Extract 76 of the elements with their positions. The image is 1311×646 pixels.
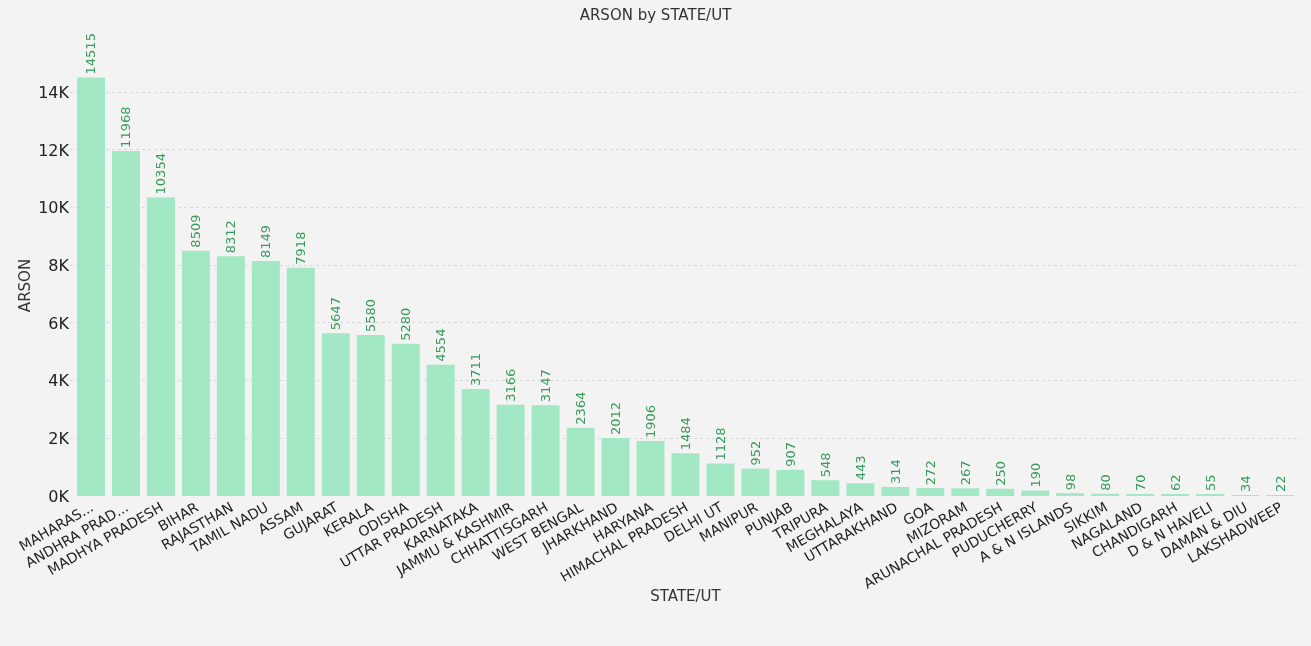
data-label: 3147 <box>538 369 554 403</box>
bar <box>881 486 910 496</box>
data-label: 10354 <box>153 153 169 195</box>
y-tick-label: 0K <box>48 486 70 506</box>
data-label: 267 <box>957 460 973 486</box>
data-label: 3166 <box>503 368 519 402</box>
bar <box>251 261 280 496</box>
data-label: 98 <box>1062 473 1078 491</box>
data-label: 22 <box>1272 475 1288 492</box>
data-label: 5280 <box>398 307 414 341</box>
bar <box>776 469 805 496</box>
data-label: 190 <box>1027 462 1043 488</box>
bar <box>181 250 210 496</box>
bar <box>986 488 1015 496</box>
bar <box>531 405 560 496</box>
bar <box>846 483 875 496</box>
data-label: 4554 <box>433 328 449 362</box>
bar <box>951 488 980 496</box>
bar <box>391 343 420 496</box>
data-label: 250 <box>992 460 1008 486</box>
data-label: 5647 <box>328 297 344 331</box>
data-label: 55 <box>1202 474 1218 491</box>
bar <box>1021 490 1050 496</box>
data-label: 1128 <box>712 427 728 461</box>
y-tick-label: 4K <box>48 371 70 391</box>
data-label: 5580 <box>363 299 379 333</box>
data-label: 2012 <box>608 401 624 435</box>
bar <box>286 267 315 496</box>
data-label: 11968 <box>118 106 134 148</box>
data-label: 34 <box>1237 475 1253 492</box>
data-label: 952 <box>747 440 763 466</box>
bar <box>146 197 175 496</box>
bar <box>216 256 245 496</box>
bar <box>426 364 455 496</box>
data-label: 272 <box>922 460 938 486</box>
data-label: 548 <box>817 452 833 478</box>
bar <box>741 468 770 496</box>
bar <box>706 463 735 496</box>
data-label: 8149 <box>258 224 274 259</box>
bar <box>636 441 665 496</box>
bar <box>811 480 840 496</box>
bar <box>356 335 385 496</box>
bar <box>916 488 945 496</box>
data-label: 80 <box>1097 474 1113 491</box>
chart-title: ARSON by STATE/UT <box>579 6 733 25</box>
data-label: 1484 <box>678 417 693 451</box>
bar <box>566 427 595 496</box>
bar <box>461 388 490 496</box>
y-tick-label: 10K <box>38 198 70 218</box>
y-tick-label: 12K <box>38 140 70 160</box>
bar <box>601 437 630 496</box>
data-label: 7918 <box>293 231 309 265</box>
data-label: 70 <box>1132 474 1148 491</box>
x-axis-title: STATE/UT <box>650 586 722 605</box>
data-label: 314 <box>887 459 903 484</box>
data-label: 8509 <box>188 214 204 248</box>
y-tick-label: 6K <box>48 313 70 333</box>
y-tick-label: 8K <box>48 255 70 275</box>
bar <box>76 77 105 496</box>
bar <box>111 150 140 496</box>
data-label: 1906 <box>643 404 659 439</box>
data-label: 3711 <box>468 352 484 386</box>
data-label: 2364 <box>573 391 589 425</box>
bar <box>1056 493 1085 496</box>
bar <box>496 404 525 496</box>
y-tick-label: 2K <box>48 428 70 448</box>
y-tick-label: 14K <box>38 82 70 102</box>
data-label: 62 <box>1167 474 1183 491</box>
y-axis-title: ARSON <box>16 258 34 313</box>
data-label: 14515 <box>83 33 99 75</box>
bar <box>321 333 350 496</box>
data-label: 443 <box>852 455 868 481</box>
bar <box>671 453 700 496</box>
bar <box>1126 493 1155 496</box>
data-label: 8312 <box>223 220 239 254</box>
data-label: 907 <box>782 442 798 467</box>
